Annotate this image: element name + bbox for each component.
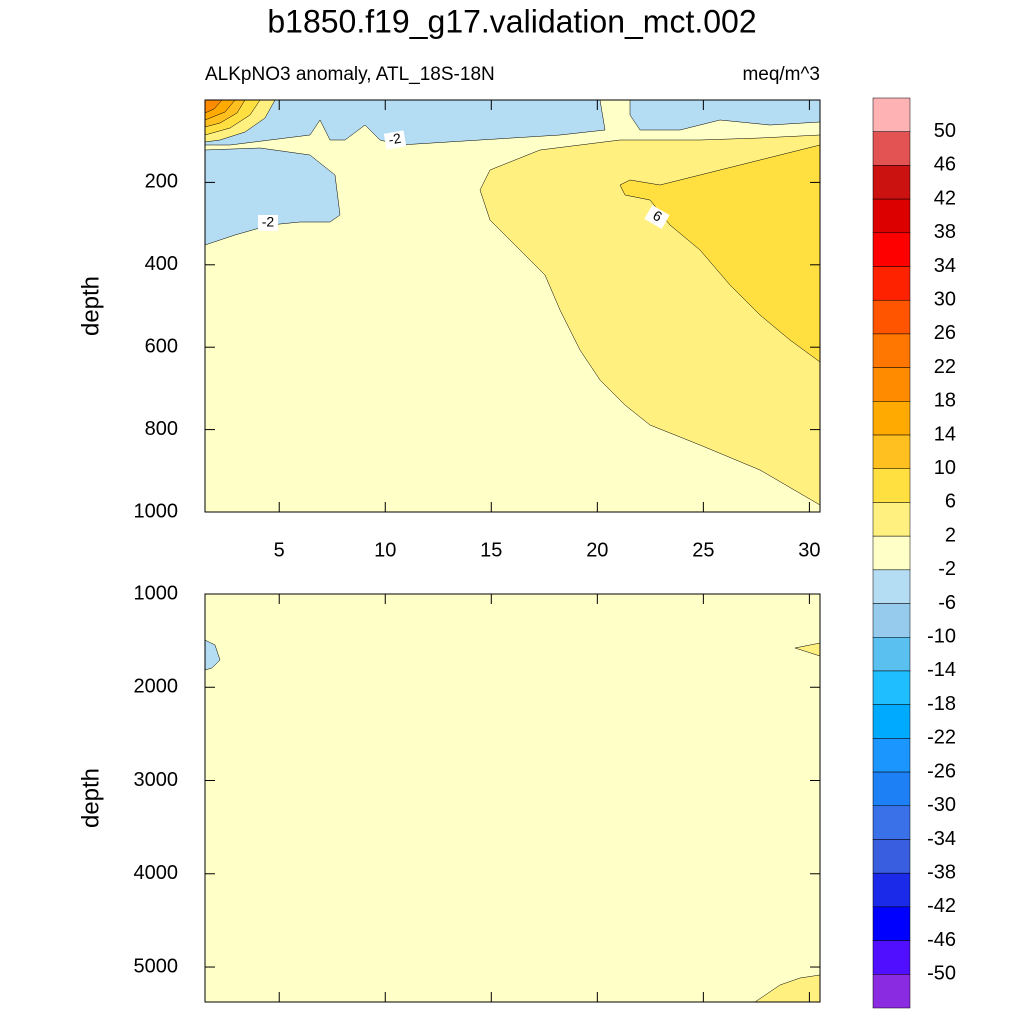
y-tick-label: 400: [145, 253, 178, 275]
colorbar-label: -42: [927, 895, 956, 917]
contour-region: [204, 99, 606, 146]
colorbar-box: [872, 839, 911, 874]
colorbar-label: 14: [934, 423, 956, 445]
colorbar-box: [872, 97, 911, 132]
contour-region: [204, 593, 821, 1003]
colorbar-label: -50: [927, 963, 956, 985]
contour-label: -2: [262, 214, 275, 230]
colorbar-box: [872, 535, 911, 571]
colorbar-box: [872, 771, 911, 807]
colorbar-box: [872, 704, 911, 739]
colorbar-label: -14: [927, 659, 956, 681]
x-tick-label: 15: [480, 539, 502, 561]
y-axis-label: depth: [77, 768, 104, 828]
colorbar-label: -26: [927, 760, 956, 782]
contour-label: -2: [387, 130, 402, 148]
colorbar-box: [872, 603, 911, 638]
colorbar-box: [872, 738, 911, 773]
contour-label-bg: [383, 130, 407, 150]
colorbar-box: [872, 670, 911, 705]
subtitle-left: ALKpNO3 anomaly, ATL_18S-18N: [205, 64, 495, 85]
colorbar-label: 22: [934, 356, 956, 378]
colorbar-box: [872, 569, 911, 604]
colorbar-box: [872, 165, 911, 200]
colorbar-box: [872, 232, 911, 267]
contour-label-bg: [258, 215, 278, 231]
colorbar-box: [872, 805, 911, 840]
y-tick-label: 1000: [134, 500, 179, 522]
colorbar-box: [872, 401, 911, 436]
x-tick-label: 30: [798, 539, 820, 561]
colorbar-label: -6: [938, 592, 956, 614]
colorbar-box: [872, 502, 911, 537]
colorbar-box: [872, 434, 911, 469]
colorbar-label: 2: [945, 524, 956, 546]
plot-frame: [204, 99, 821, 513]
y-tick-label: 800: [145, 418, 178, 440]
contour-region: [204, 147, 341, 246]
x-tick-label: 25: [692, 539, 714, 561]
colorbar-label: -22: [927, 727, 956, 749]
colorbar-label: -18: [927, 693, 956, 715]
colorbar-label: -2: [938, 558, 956, 580]
colorbar-label: 42: [934, 187, 956, 209]
colorbar-box: [872, 468, 911, 503]
colorbar-label: -34: [927, 828, 956, 850]
colorbar-label: 6: [945, 491, 956, 513]
colorbar-label: -30: [927, 794, 956, 816]
colorbar-box: [872, 637, 911, 672]
colorbar-box: [872, 198, 911, 234]
colorbar-box: [872, 940, 911, 975]
y-axis-label: depth: [77, 276, 104, 336]
colorbar-box: [872, 131, 911, 166]
contour-region: [619, 144, 821, 363]
y-tick-label: 2000: [134, 676, 179, 698]
colorbar-box: [872, 974, 911, 1009]
colorbar-label: 30: [934, 289, 956, 311]
colorbar-label: 50: [934, 120, 956, 142]
colorbar-box: [872, 872, 911, 908]
y-tick-label: 3000: [134, 769, 179, 791]
y-tick-label: 1000: [134, 582, 179, 604]
chart-title: b1850.f19_g17.validation_mct.002: [267, 3, 756, 39]
x-tick-label: 5: [274, 539, 285, 561]
colorbar-box: [872, 906, 911, 941]
colorbar-box: [872, 333, 911, 368]
colorbar-box: [872, 266, 911, 301]
y-tick-label: 4000: [134, 862, 179, 884]
colorbar-label: 46: [934, 154, 956, 176]
x-tick-label: 10: [374, 539, 396, 561]
contour-label-bg: [644, 205, 670, 229]
y-tick-label: 200: [145, 171, 178, 193]
colorbar-label: 34: [934, 255, 956, 277]
subtitle-right: meq/m^3: [742, 64, 820, 85]
colorbar-label: -10: [927, 626, 956, 648]
colorbar-label: 18: [934, 390, 956, 412]
plot-frame: [204, 593, 821, 1003]
colorbar-label: -38: [927, 861, 956, 883]
colorbar-box: [872, 299, 911, 335]
colorbar-label: 26: [934, 322, 956, 344]
colorbar-box: [872, 367, 911, 402]
y-tick-label: 600: [145, 335, 178, 357]
x-tick-label: 20: [586, 539, 608, 561]
colorbar-label: -46: [927, 929, 956, 951]
colorbar-label: 38: [934, 221, 956, 243]
colorbar-label: 10: [934, 457, 956, 479]
y-tick-label: 5000: [134, 955, 179, 977]
